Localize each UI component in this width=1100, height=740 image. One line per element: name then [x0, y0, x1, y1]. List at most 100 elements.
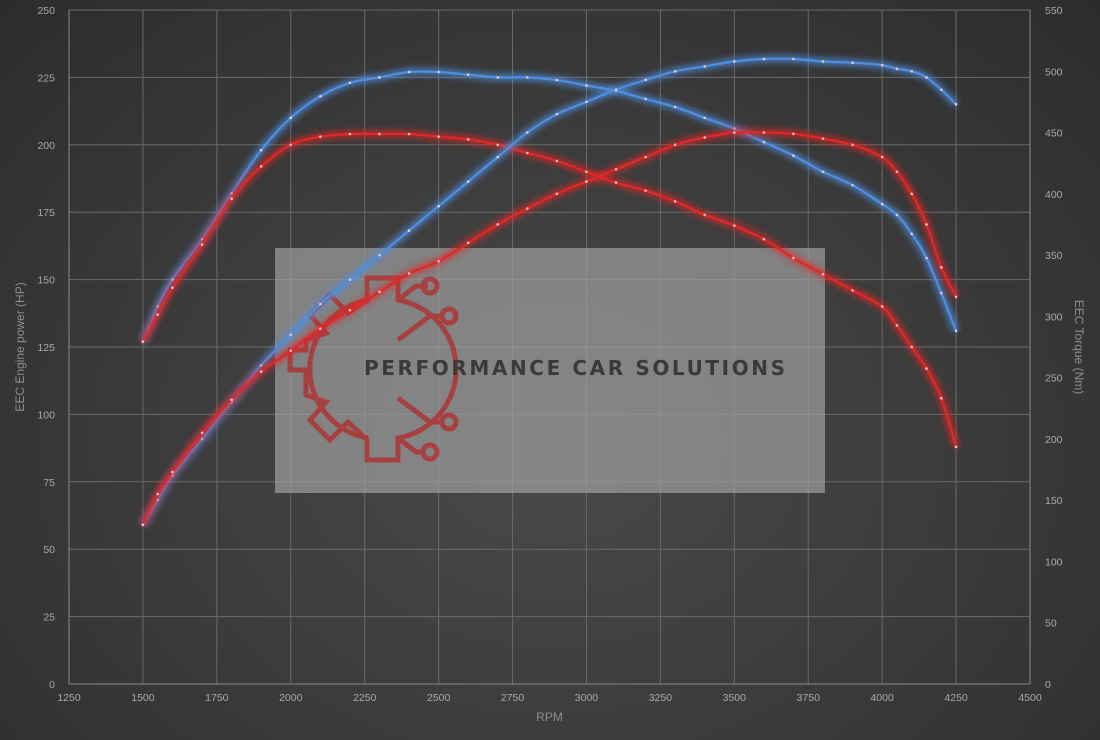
data-point	[585, 170, 588, 174]
y-right-tick-label: 400	[1045, 189, 1063, 201]
data-point	[259, 364, 263, 367]
series	[139, 55, 960, 527]
x-tick-label: 3750	[797, 692, 821, 704]
data-point	[378, 290, 381, 294]
x-tick-label: 3500	[723, 692, 747, 704]
data-point	[289, 116, 293, 120]
data-point	[703, 116, 707, 120]
x-tick-label: 2000	[279, 692, 303, 704]
data-point	[851, 183, 854, 187]
data-point	[171, 278, 174, 281]
data-point	[259, 148, 263, 152]
data-point	[141, 523, 145, 526]
x-tick-label: 3000	[575, 692, 599, 704]
y-left-tick-label: 250	[37, 5, 55, 17]
data-point	[585, 100, 588, 104]
gear-circuit-logo-icon	[287, 275, 459, 463]
watermark-brand: PERFORMANCE CAR SOLUTIONS	[364, 356, 788, 380]
data-point	[644, 97, 647, 101]
data-point	[644, 189, 647, 192]
data-point	[703, 213, 707, 217]
data-point	[200, 431, 204, 435]
data-point	[821, 60, 825, 63]
data-point	[496, 223, 500, 226]
data-point	[792, 256, 795, 260]
data-point	[895, 324, 899, 327]
data-point	[925, 256, 928, 260]
data-point	[703, 136, 707, 139]
data-point	[851, 61, 854, 64]
data-point	[348, 308, 352, 312]
y-right-tick-label: 150	[1045, 495, 1063, 507]
data-point	[939, 88, 943, 91]
data-point	[466, 241, 470, 245]
x-axis-title: RPM	[536, 710, 563, 724]
data-point	[954, 329, 958, 333]
y-left-tick-label: 125	[37, 342, 55, 354]
y-left-tick-label: 200	[37, 140, 55, 152]
series-line	[141, 57, 958, 526]
data-point	[348, 132, 352, 136]
data-point	[289, 333, 293, 337]
data-point	[880, 155, 884, 159]
data-point	[496, 143, 500, 147]
data-point	[407, 70, 411, 74]
data-point	[792, 57, 795, 61]
data-point	[555, 112, 559, 116]
data-point	[555, 192, 559, 196]
data-point	[171, 470, 174, 474]
data-point	[526, 131, 529, 134]
data-point	[437, 259, 440, 263]
y-left-tick-label: 225	[37, 72, 55, 84]
series-line	[141, 130, 958, 526]
data-point	[895, 67, 899, 71]
data-point	[939, 266, 943, 269]
data-point	[319, 135, 322, 139]
data-point	[437, 70, 440, 74]
data-point	[895, 213, 899, 217]
data-point	[171, 286, 174, 289]
data-point	[555, 78, 559, 82]
data-point	[200, 243, 204, 246]
x-tick-label: 2250	[353, 692, 377, 704]
y-right-tick-label: 50	[1045, 618, 1057, 630]
data-point	[378, 253, 381, 257]
data-point	[348, 81, 352, 85]
data-point	[466, 138, 470, 141]
data-point	[259, 165, 263, 168]
data-point	[821, 272, 825, 276]
x-tick-label: 4000	[870, 692, 894, 704]
data-point	[762, 140, 766, 144]
data-point	[230, 398, 233, 401]
data-point	[954, 445, 958, 449]
data-point	[939, 291, 943, 295]
data-point	[496, 155, 500, 159]
data-point	[348, 278, 352, 281]
data-point	[407, 272, 411, 275]
data-point	[259, 370, 263, 373]
data-point	[526, 207, 529, 210]
data-point	[230, 197, 233, 201]
x-tick-label: 1250	[57, 692, 81, 704]
series-line	[141, 132, 958, 448]
x-tick-label: 1750	[205, 692, 229, 704]
data-point	[614, 88, 618, 91]
data-point	[733, 60, 736, 63]
data-point	[319, 302, 322, 306]
data-point	[673, 69, 677, 73]
data-point	[895, 170, 899, 174]
data-point	[673, 105, 677, 109]
data-point	[703, 65, 707, 68]
series-line	[141, 70, 958, 343]
y-right-tick-label: 450	[1045, 128, 1063, 140]
data-point	[673, 143, 677, 147]
y-left-tick-label: 25	[43, 612, 55, 624]
data-point	[378, 132, 381, 136]
data-point	[466, 73, 470, 77]
data-point	[644, 78, 647, 82]
data-point	[585, 84, 588, 87]
data-point	[407, 132, 411, 136]
axes: 1250 1500 1750 2000 2250 2500 2750 3000 3250 3500…	[13, 5, 1086, 724]
data-point	[319, 327, 322, 330]
data-point	[156, 313, 160, 316]
